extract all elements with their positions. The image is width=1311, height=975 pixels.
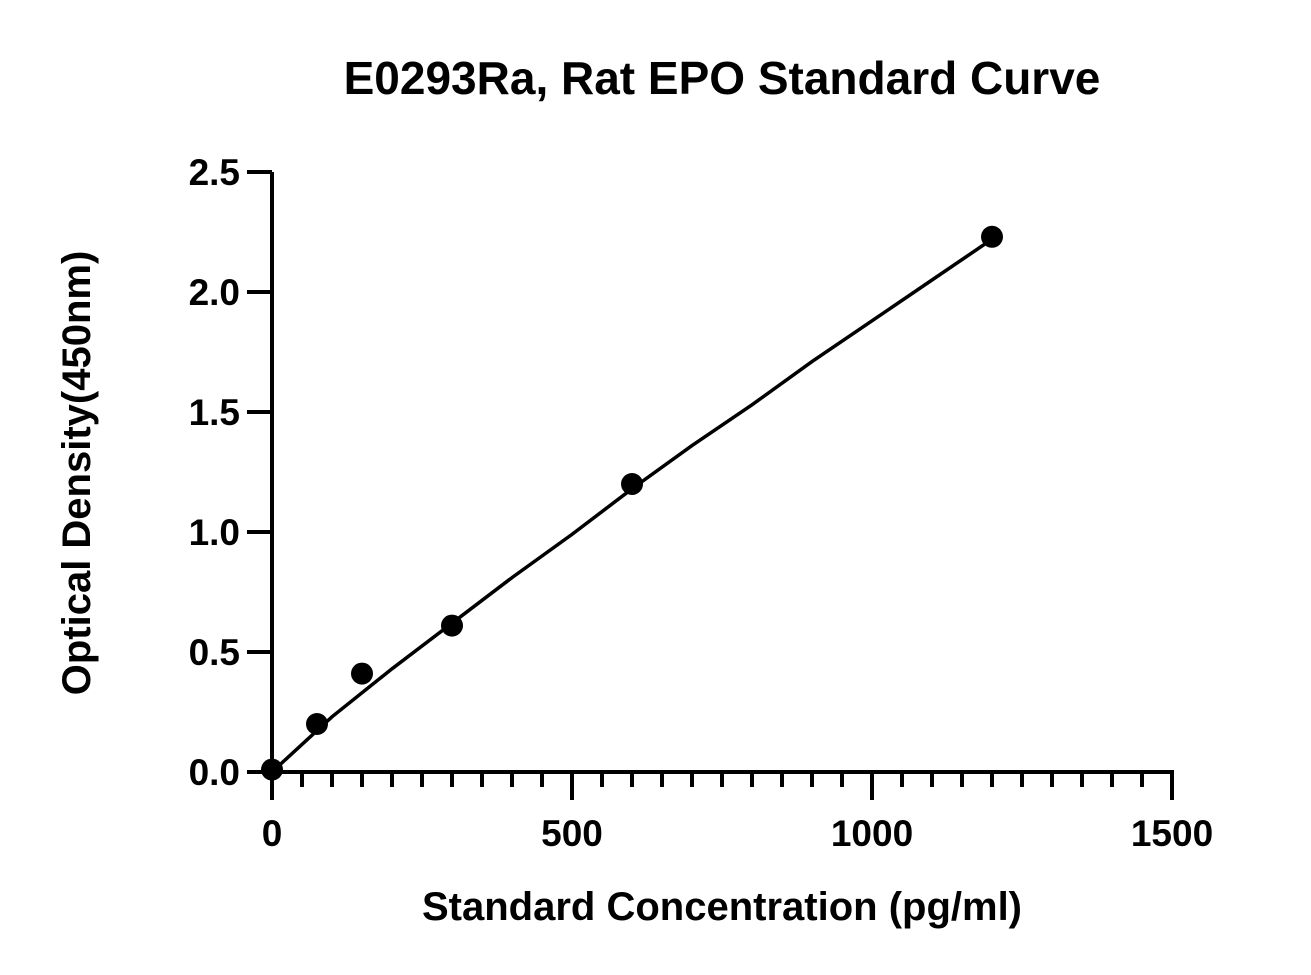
y-tick-label: 2.0 [189, 272, 240, 313]
data-point [621, 473, 643, 495]
x-tick-label: 1000 [831, 813, 913, 854]
x-axis-ticks: 0 500 1000 1500 [262, 772, 1213, 854]
x-tick-label: 1500 [1131, 813, 1213, 854]
y-tick-label: 1.0 [189, 512, 240, 553]
x-axis: 0 500 1000 1500 [262, 770, 1213, 854]
plot-area [261, 225, 1003, 781]
data-point [261, 758, 283, 781]
y-tick-label: 2.5 [189, 152, 240, 193]
y-tick-label: 1.5 [189, 392, 240, 433]
data-point [441, 614, 463, 637]
x-tick-label: 0 [262, 813, 283, 854]
y-tick-label: 0.0 [189, 752, 240, 793]
x-tick-label: 500 [541, 813, 603, 854]
y-tick-label: 0.5 [189, 632, 240, 673]
data-point [306, 713, 328, 735]
chart-title: E0293Ra, Rat EPO Standard Curve [344, 52, 1101, 104]
data-point [351, 662, 373, 685]
data-markers [261, 225, 1003, 781]
data-point [981, 225, 1003, 248]
y-axis: 0.0 0.5 1.0 1.5 2.0 2.5 [189, 152, 274, 793]
y-axis-ticks: 0.0 0.5 1.0 1.5 2.0 2.5 [189, 152, 272, 793]
fit-curve-line [270, 237, 993, 774]
y-axis-title: Optical Density(450nm) [55, 251, 99, 696]
x-axis-title: Standard Concentration (pg/ml) [422, 885, 1022, 929]
